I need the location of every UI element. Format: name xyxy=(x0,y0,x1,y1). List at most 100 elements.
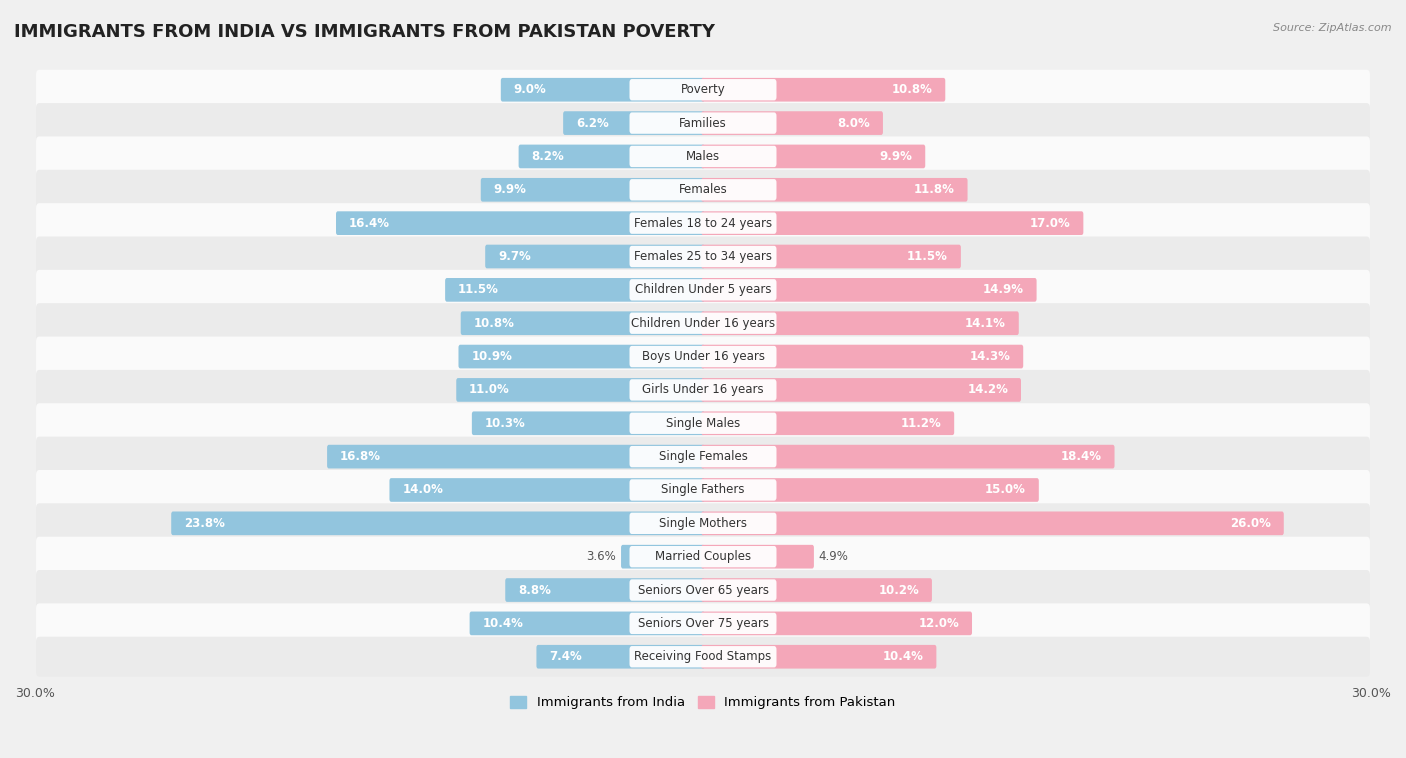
FancyBboxPatch shape xyxy=(37,570,1369,610)
FancyBboxPatch shape xyxy=(336,211,704,235)
FancyBboxPatch shape xyxy=(564,111,704,135)
FancyBboxPatch shape xyxy=(37,537,1369,577)
Text: Poverty: Poverty xyxy=(681,83,725,96)
FancyBboxPatch shape xyxy=(37,270,1369,310)
FancyBboxPatch shape xyxy=(630,79,776,100)
Text: Source: ZipAtlas.com: Source: ZipAtlas.com xyxy=(1274,23,1392,33)
FancyBboxPatch shape xyxy=(472,412,704,435)
Text: Boys Under 16 years: Boys Under 16 years xyxy=(641,350,765,363)
FancyBboxPatch shape xyxy=(702,412,955,435)
Text: 14.0%: 14.0% xyxy=(402,484,443,496)
FancyBboxPatch shape xyxy=(702,545,814,568)
Text: 10.4%: 10.4% xyxy=(482,617,523,630)
Text: 9.9%: 9.9% xyxy=(879,150,912,163)
Text: 11.8%: 11.8% xyxy=(914,183,955,196)
FancyBboxPatch shape xyxy=(630,112,776,133)
Text: 14.2%: 14.2% xyxy=(967,384,1008,396)
FancyBboxPatch shape xyxy=(519,145,704,168)
Text: 18.4%: 18.4% xyxy=(1060,450,1102,463)
FancyBboxPatch shape xyxy=(702,145,925,168)
FancyBboxPatch shape xyxy=(37,470,1369,510)
FancyBboxPatch shape xyxy=(37,503,1369,543)
FancyBboxPatch shape xyxy=(630,646,776,667)
Text: 9.9%: 9.9% xyxy=(494,183,527,196)
FancyBboxPatch shape xyxy=(630,212,776,233)
Text: Children Under 16 years: Children Under 16 years xyxy=(631,317,775,330)
FancyBboxPatch shape xyxy=(37,103,1369,143)
FancyBboxPatch shape xyxy=(621,545,704,568)
Text: 7.4%: 7.4% xyxy=(550,650,582,663)
FancyBboxPatch shape xyxy=(37,170,1369,210)
Text: Single Males: Single Males xyxy=(666,417,740,430)
FancyBboxPatch shape xyxy=(37,70,1369,110)
FancyBboxPatch shape xyxy=(702,378,1021,402)
Text: 11.5%: 11.5% xyxy=(458,283,499,296)
FancyBboxPatch shape xyxy=(702,578,932,602)
FancyBboxPatch shape xyxy=(630,279,776,300)
Text: 10.3%: 10.3% xyxy=(485,417,526,430)
FancyBboxPatch shape xyxy=(702,512,1284,535)
FancyBboxPatch shape xyxy=(630,146,776,167)
FancyBboxPatch shape xyxy=(702,211,1084,235)
FancyBboxPatch shape xyxy=(702,312,1019,335)
FancyBboxPatch shape xyxy=(485,245,704,268)
Text: 10.4%: 10.4% xyxy=(883,650,924,663)
Text: Females 25 to 34 years: Females 25 to 34 years xyxy=(634,250,772,263)
FancyBboxPatch shape xyxy=(537,645,704,669)
Legend: Immigrants from India, Immigrants from Pakistan: Immigrants from India, Immigrants from P… xyxy=(505,691,901,715)
FancyBboxPatch shape xyxy=(630,446,776,467)
FancyBboxPatch shape xyxy=(446,278,704,302)
FancyBboxPatch shape xyxy=(458,345,704,368)
Text: 14.1%: 14.1% xyxy=(965,317,1005,330)
FancyBboxPatch shape xyxy=(37,437,1369,477)
Text: 10.8%: 10.8% xyxy=(891,83,932,96)
FancyBboxPatch shape xyxy=(630,579,776,600)
FancyBboxPatch shape xyxy=(461,312,704,335)
FancyBboxPatch shape xyxy=(702,245,960,268)
Text: 15.0%: 15.0% xyxy=(986,484,1026,496)
Text: 23.8%: 23.8% xyxy=(184,517,225,530)
FancyBboxPatch shape xyxy=(37,603,1369,644)
Text: Married Couples: Married Couples xyxy=(655,550,751,563)
FancyBboxPatch shape xyxy=(630,546,776,567)
Text: 12.0%: 12.0% xyxy=(918,617,959,630)
Text: 14.9%: 14.9% xyxy=(983,283,1024,296)
Text: 10.9%: 10.9% xyxy=(471,350,512,363)
FancyBboxPatch shape xyxy=(702,278,1036,302)
Text: IMMIGRANTS FROM INDIA VS IMMIGRANTS FROM PAKISTAN POVERTY: IMMIGRANTS FROM INDIA VS IMMIGRANTS FROM… xyxy=(14,23,716,41)
Text: 11.2%: 11.2% xyxy=(900,417,941,430)
FancyBboxPatch shape xyxy=(37,337,1369,377)
Text: 9.0%: 9.0% xyxy=(513,83,547,96)
Text: Families: Families xyxy=(679,117,727,130)
Text: 3.6%: 3.6% xyxy=(586,550,616,563)
Text: 11.5%: 11.5% xyxy=(907,250,948,263)
FancyBboxPatch shape xyxy=(702,78,945,102)
FancyBboxPatch shape xyxy=(702,645,936,669)
FancyBboxPatch shape xyxy=(702,111,883,135)
FancyBboxPatch shape xyxy=(630,312,776,334)
FancyBboxPatch shape xyxy=(37,136,1369,177)
FancyBboxPatch shape xyxy=(630,512,776,534)
Text: Receiving Food Stamps: Receiving Food Stamps xyxy=(634,650,772,663)
Text: 14.3%: 14.3% xyxy=(969,350,1011,363)
FancyBboxPatch shape xyxy=(630,479,776,500)
FancyBboxPatch shape xyxy=(630,246,776,267)
Text: 16.4%: 16.4% xyxy=(349,217,389,230)
FancyBboxPatch shape xyxy=(389,478,704,502)
FancyBboxPatch shape xyxy=(702,178,967,202)
FancyBboxPatch shape xyxy=(630,179,776,200)
Text: Single Mothers: Single Mothers xyxy=(659,517,747,530)
FancyBboxPatch shape xyxy=(470,612,704,635)
Text: 10.8%: 10.8% xyxy=(474,317,515,330)
Text: Seniors Over 75 years: Seniors Over 75 years xyxy=(637,617,769,630)
FancyBboxPatch shape xyxy=(630,346,776,367)
Text: 10.2%: 10.2% xyxy=(879,584,920,597)
Text: Females: Females xyxy=(679,183,727,196)
FancyBboxPatch shape xyxy=(481,178,704,202)
Text: 8.0%: 8.0% xyxy=(837,117,870,130)
Text: Children Under 5 years: Children Under 5 years xyxy=(634,283,772,296)
FancyBboxPatch shape xyxy=(630,412,776,434)
FancyBboxPatch shape xyxy=(37,236,1369,277)
FancyBboxPatch shape xyxy=(505,578,704,602)
Text: 9.7%: 9.7% xyxy=(498,250,531,263)
